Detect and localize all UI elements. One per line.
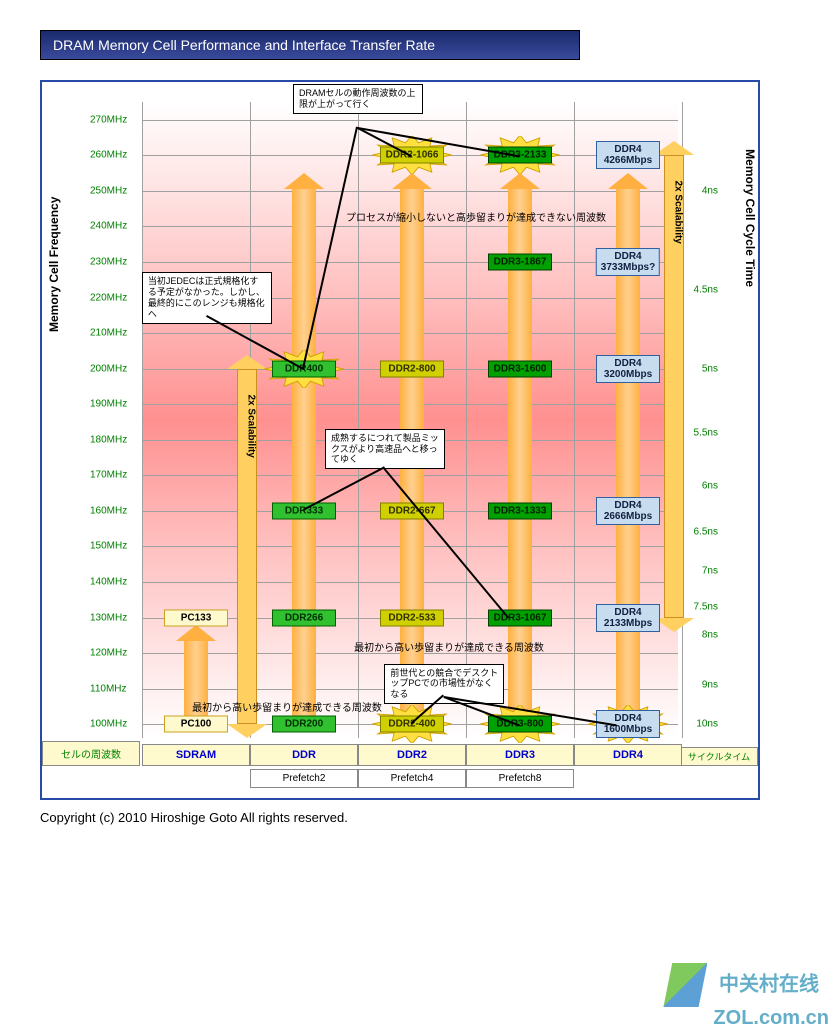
y-tick: 270MHz <box>90 114 127 125</box>
y2-tick: 7ns <box>702 566 718 577</box>
memory-cell: DDR43200Mbps <box>596 355 660 383</box>
scalability-label: 2x Scalability <box>672 181 683 244</box>
zol-logo-icon <box>663 963 707 1007</box>
watermark-en: ZOL.com.cn <box>713 1007 829 1029</box>
annotation-text: 最初から高い歩留まりが達成できる周波数 <box>157 699 417 714</box>
gridline-v <box>142 102 143 738</box>
y2-tick: 9ns <box>702 680 718 691</box>
y-tick: 120MHz <box>90 648 127 659</box>
y-tick: 130MHz <box>90 612 127 623</box>
y-axis-caption: セルの周波数 <box>42 741 140 766</box>
y2-axis-caption: サイクルタイム <box>680 747 758 766</box>
memory-cell: DDR3-800 <box>488 716 552 733</box>
y2-tick: 6ns <box>702 481 718 492</box>
y2-tick: 7.5ns <box>694 601 718 612</box>
annotation-text: 最初から高い歩留まりが達成できる周波数 <box>319 639 579 654</box>
chart-frame: 270MHz 260MHz 250MHz 240MHz 230MHz 220MHz 210M… <box>40 80 760 800</box>
y2-axis-label: Memory Cell Cycle Time <box>743 149 757 287</box>
watermark-cn: 中关村在线 <box>719 973 819 995</box>
memory-cell: DDR3-1067 <box>488 609 552 626</box>
memory-cell: DDR2-667 <box>380 502 444 519</box>
prefetch-label: Prefetch2 <box>250 769 358 788</box>
memory-cell: DDR266 <box>272 609 336 626</box>
y-tick: 160MHz <box>90 505 127 516</box>
column-header: DDR2 <box>358 744 466 766</box>
column-header: DDR3 <box>466 744 574 766</box>
y-tick: 100MHz <box>90 719 127 730</box>
memory-cell: DDR2-800 <box>380 360 444 377</box>
column-header: SDRAM <box>142 744 250 766</box>
memory-cell: DDR333 <box>272 502 336 519</box>
y-tick: 200MHz <box>90 363 127 374</box>
scalability-label: 2x Scalability <box>246 394 257 457</box>
memory-cell: DDR3-1600 <box>488 360 552 377</box>
memory-cell: DDR3-1867 <box>488 254 552 271</box>
memory-cell: DDR43733Mbps? <box>596 248 660 276</box>
y-axis-label: Memory Cell Frequency <box>47 196 61 331</box>
gridline <box>142 120 678 121</box>
prefetch-label: Prefetch4 <box>358 769 466 788</box>
y2-tick: 6.5ns <box>694 527 718 538</box>
y-tick: 110MHz <box>90 683 127 694</box>
memory-cell: DDR3-1333 <box>488 502 552 519</box>
copyright-text: Copyright (c) 2010 Hiroshige Goto All ri… <box>40 810 794 825</box>
y-tick: 150MHz <box>90 541 127 552</box>
column-header: DDR <box>250 744 358 766</box>
column-header: DDR4 <box>574 744 682 766</box>
arrow-head-icon <box>227 724 267 738</box>
y-tick: 180MHz <box>90 434 127 445</box>
y-tick: 140MHz <box>90 577 127 588</box>
prefetch-label: Prefetch8 <box>466 769 574 788</box>
y2-tick: 5ns <box>702 363 718 374</box>
y-tick: 220MHz <box>90 292 127 303</box>
note-box: DRAMセルの動作周波数の上限が上がって行く <box>293 84 423 114</box>
y2-tick: 4ns <box>702 185 718 196</box>
y-tick: 170MHz <box>90 470 127 481</box>
memory-cell: DDR44266Mbps <box>596 141 660 169</box>
memory-cell: DDR200 <box>272 716 336 733</box>
y-tick: 210MHz <box>90 328 127 339</box>
y-tick: 260MHz <box>90 150 127 161</box>
note-box: 成熟するにつれて製品ミックスがより高速品へと移ってゆく <box>325 429 445 469</box>
annotation-text: プロセスが縮小しないと高歩留まりが達成できない周波数 <box>346 209 606 224</box>
y-tick: 190MHz <box>90 399 127 410</box>
memory-cell: PC133 <box>164 609 228 626</box>
memory-cell: DDR2-400 <box>380 716 444 733</box>
plot-area: 270MHz260MHz250MHz240MHz230MHz220MHz210M… <box>142 102 678 738</box>
y2-tick: 4.5ns <box>694 285 718 296</box>
chart-title: DRAM Memory Cell Performance and Interfa… <box>40 30 580 60</box>
y2-tick: 8ns <box>702 630 718 641</box>
y2-tick: 10ns <box>696 719 718 730</box>
y-tick: 230MHz <box>90 257 127 268</box>
watermark: 中关村在线 ZOL.com.cn <box>663 963 829 1030</box>
y-tick: 240MHz <box>90 221 127 232</box>
y-tick: 250MHz <box>90 185 127 196</box>
memory-cell: PC100 <box>164 716 228 733</box>
memory-cell: DDR2-533 <box>380 609 444 626</box>
progression-arrow <box>292 189 316 724</box>
memory-cell: DDR42666Mbps <box>596 497 660 525</box>
memory-cell: DDR42133Mbps <box>596 604 660 632</box>
y2-tick: 5.5ns <box>694 427 718 438</box>
